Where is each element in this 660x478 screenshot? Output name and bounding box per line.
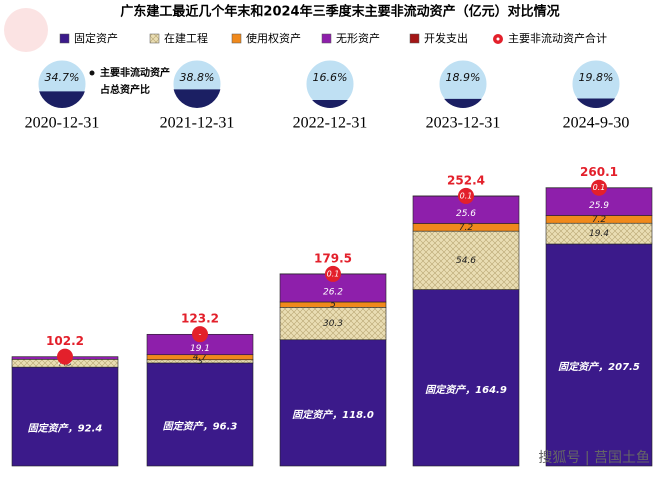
legend-label: 在建工程: [164, 31, 208, 45]
value-label: 19.4: [589, 229, 609, 239]
watermark: 搜狐号 | 莒国土鱼: [538, 449, 650, 466]
value-label: 0.1: [460, 191, 473, 200]
bar-segment: [12, 367, 118, 466]
total-label: 179.5: [314, 251, 352, 265]
legend-label: 使用权资产: [246, 31, 301, 45]
value-label: 固定资产，207.5: [558, 361, 640, 373]
value-label: 7.2: [459, 223, 474, 233]
share-label: 38.8%: [180, 71, 215, 84]
share-legend: 占总资产比: [100, 83, 150, 96]
value-label: 25.9: [589, 201, 609, 211]
bar-segment: [280, 340, 386, 466]
share-fill: [577, 98, 615, 108]
share-fill: [174, 89, 221, 108]
total-label: 252.4: [447, 173, 485, 187]
legend-label: 无形资产: [336, 31, 380, 45]
legend-swatch: [410, 34, 419, 43]
share-label: 18.9%: [446, 71, 481, 84]
value-label: 固定资产，92.4: [28, 423, 103, 435]
share-fill: [312, 100, 348, 108]
bar-segment: [546, 244, 652, 466]
legend: 固定资产 在建工程 使用权资产 无形资产 开发支出 主要非流动资产合计: [60, 31, 607, 45]
total-marker: [57, 349, 73, 365]
share-label: 19.8%: [579, 71, 614, 84]
value-label: 19.1: [190, 344, 210, 354]
bar-segment: [413, 290, 519, 466]
value-label: 54.6: [456, 256, 476, 266]
share-legend-dot: [90, 71, 95, 76]
total-label: 260.1: [580, 165, 618, 179]
x-tick-label: 2023-12-31: [426, 115, 501, 132]
value-label: 固定资产，164.9: [425, 384, 507, 396]
share-label: 16.6%: [313, 71, 348, 84]
legend-swatch: [497, 38, 500, 41]
plot: 34.7% 2020-12-31 38.8% 2021-12-31 16.6% 2022-…: [12, 60, 652, 466]
value-label: 0.1: [327, 269, 340, 278]
value-label: 固定资产，96.3: [163, 420, 238, 432]
logo: [4, 8, 48, 52]
legend-swatch: [150, 34, 159, 43]
legend-swatch: [232, 34, 241, 43]
share-fill: [39, 91, 85, 108]
legend-swatch: [322, 34, 331, 43]
x-tick-label: 2020-12-31: [25, 115, 100, 132]
value-label: 30.3: [323, 319, 343, 329]
chart-title: 广东建工最近几个年末和2024年三季度末主要非流动资产（亿元）对比情况: [120, 4, 559, 20]
legend-label: 固定资产: [74, 31, 118, 45]
share-legend: 主要非流动资产: [100, 66, 170, 79]
value-label: 25.6: [456, 209, 476, 219]
legend-swatch: [60, 34, 69, 43]
share-label: 34.7%: [45, 71, 80, 84]
share-fill: [444, 99, 482, 108]
bar-segment: [147, 363, 253, 466]
legend-label: 开发支出: [424, 31, 468, 45]
x-tick-label: 2024-9-30: [563, 115, 630, 132]
value-label: 固定资产，118.0: [292, 409, 374, 421]
value-label: 7.2: [592, 215, 607, 225]
x-tick-label: 2021-12-31: [160, 115, 235, 132]
value-label: -: [199, 330, 202, 339]
x-tick-label: 2022-12-31: [293, 115, 368, 132]
value-label: 0.1: [593, 183, 606, 192]
value-label: 26.2: [323, 287, 343, 297]
total-label: 102.2: [46, 334, 84, 348]
total-label: 123.2: [181, 312, 219, 326]
legend-label: 主要非流动资产合计: [508, 31, 607, 45]
